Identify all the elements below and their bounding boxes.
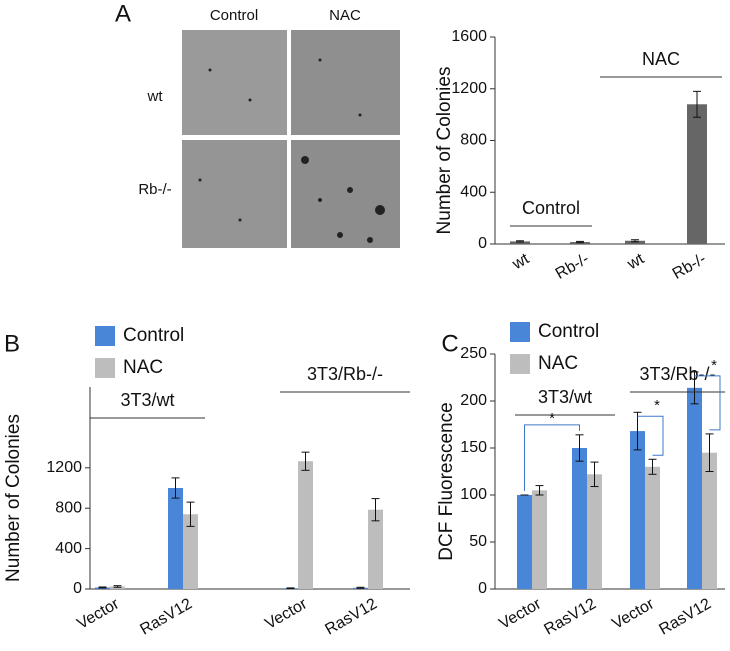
- column-label: NAC: [329, 7, 361, 24]
- group-label: 3T3/wt: [538, 387, 592, 407]
- row-label: wt: [147, 88, 164, 105]
- micrograph: [182, 30, 287, 135]
- x-tick-label: wt: [624, 250, 648, 274]
- y-axis-label: Number of Colonies: [434, 67, 455, 235]
- y-tick-label: 800: [55, 499, 82, 516]
- bar: [298, 461, 313, 589]
- group-label: NAC: [642, 49, 680, 69]
- colony-dots: [198, 58, 385, 243]
- y-tick-label: 200: [460, 392, 487, 409]
- x-tick-label: RasV12: [541, 595, 599, 638]
- y-tick-label: 100: [460, 486, 487, 503]
- x-tick-label: Vector: [609, 595, 657, 633]
- y-tick-label: 150: [460, 439, 487, 456]
- legend-swatch: [510, 354, 530, 374]
- panel-label: A: [115, 0, 131, 27]
- x-tick-label: Vector: [74, 595, 122, 633]
- legend-label: NAC: [538, 353, 578, 374]
- significance-bracket: [694, 375, 721, 431]
- significance-label: *: [711, 357, 717, 374]
- x-tick-label: Rb-/-: [553, 250, 592, 283]
- x-tick-label: RasV12: [137, 595, 195, 638]
- group-label: 3T3/Rb-/-: [639, 364, 715, 384]
- micrograph: [182, 140, 287, 248]
- row-label: Rb-/-: [138, 181, 171, 198]
- bar: [368, 509, 383, 589]
- x-tick-label: Vector: [262, 595, 310, 633]
- y-tick-label: 400: [55, 540, 82, 557]
- y-tick-label: 800: [460, 132, 487, 149]
- y-axis-label: Number of Colonies: [3, 414, 24, 582]
- y-tick-label: 1200: [46, 459, 82, 476]
- y-tick-label: 400: [460, 183, 487, 200]
- bar: [532, 490, 547, 589]
- legend-swatch: [510, 322, 530, 342]
- y-axis-label: DCF Fluorescence: [436, 402, 457, 560]
- bar: [645, 466, 660, 589]
- legend-label: Control: [123, 325, 184, 346]
- y-tick-label: 0: [73, 580, 82, 597]
- significance-bracket: [637, 415, 664, 456]
- legend-label: NAC: [123, 357, 163, 378]
- x-tick-label: Vector: [496, 595, 544, 633]
- x-tick-label: wt: [509, 250, 533, 274]
- micrograph: [291, 140, 400, 248]
- y-tick-label: 50: [469, 533, 487, 550]
- x-tick-label: Rb-/-: [670, 250, 709, 283]
- significance-label: *: [549, 410, 555, 427]
- panel-label: C: [441, 330, 458, 357]
- micrograph: [291, 30, 400, 135]
- significance-bracket: [524, 424, 580, 491]
- panel-label: B: [4, 330, 20, 357]
- bar: [572, 448, 587, 589]
- legend-swatch: [95, 326, 115, 346]
- bar: [702, 452, 717, 589]
- column-label: Control: [210, 7, 258, 24]
- legend-label: Control: [538, 321, 599, 342]
- bar: [687, 387, 702, 589]
- bar: [183, 514, 198, 589]
- y-tick-label: 1600: [451, 28, 487, 45]
- bar: [687, 104, 707, 245]
- bar: [630, 431, 645, 589]
- group-label: 3T3/Rb-/-: [307, 364, 383, 384]
- bar: [168, 488, 183, 589]
- significance-label: *: [654, 397, 660, 414]
- group-label: Control: [522, 198, 580, 218]
- legend-swatch: [95, 358, 115, 378]
- y-tick-label: 0: [478, 235, 487, 252]
- x-tick-label: RasV12: [656, 595, 714, 638]
- y-tick-label: 250: [460, 345, 487, 362]
- bar: [517, 495, 532, 589]
- y-tick-label: 1200: [451, 80, 487, 97]
- bar: [510, 241, 530, 244]
- x-tick-label: RasV12: [322, 595, 380, 638]
- bar: [625, 240, 645, 244]
- y-tick-label: 0: [478, 580, 487, 597]
- bar: [587, 474, 602, 589]
- group-label: 3T3/wt: [120, 390, 174, 410]
